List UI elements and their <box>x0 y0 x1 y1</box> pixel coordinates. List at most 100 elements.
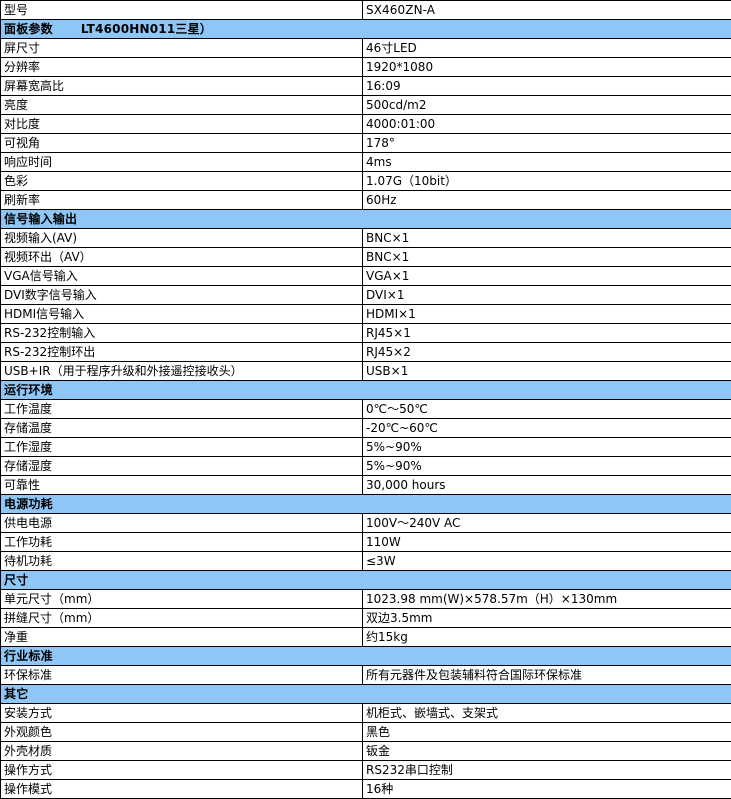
spec-value: 100V～240V AC <box>363 514 731 533</box>
table-row: 待机功耗≤3W <box>1 552 731 571</box>
spec-value: RS232串口控制 <box>363 761 731 780</box>
spec-value: 16种 <box>363 780 731 799</box>
section-header-title: 信号输入输出 <box>4 212 77 226</box>
spec-label: 单元尺寸（mm） <box>1 590 363 609</box>
spec-value: DVI×1 <box>363 286 731 305</box>
spec-label: 屏尺寸 <box>1 39 363 58</box>
spec-value: 4ms <box>363 153 731 172</box>
section-header: 行业标准 <box>1 647 731 666</box>
spec-label: 待机功耗 <box>1 552 363 571</box>
spec-value: 500cd/m2 <box>363 96 731 115</box>
spec-label: 可靠性 <box>1 476 363 495</box>
spec-label: 工作温度 <box>1 400 363 419</box>
spec-label: 工作功耗 <box>1 533 363 552</box>
spec-label: 刷新率 <box>1 191 363 210</box>
spec-label: 操作模式 <box>1 780 363 799</box>
table-row: USB+IR（用于程序升级和外接遥控接收头）USB×1 <box>1 362 731 381</box>
table-row: 外观颜色黑色 <box>1 723 731 742</box>
spec-value: 双边3.5mm <box>363 609 731 628</box>
section-header: 运行环境 <box>1 381 731 400</box>
spec-value: 1920*1080 <box>363 58 731 77</box>
spec-value: 机柜式、嵌墙式、支架式 <box>363 704 731 723</box>
spec-label: 拼缝尺寸（mm） <box>1 609 363 628</box>
spec-label: 响应时间 <box>1 153 363 172</box>
spec-value: BNC×1 <box>363 248 731 267</box>
spec-value: HDMI×1 <box>363 305 731 324</box>
spec-value: 所有元器件及包装辅料符合国际环保标准 <box>363 666 731 685</box>
spec-value: 钣金 <box>363 742 731 761</box>
spec-label: 可视角 <box>1 134 363 153</box>
spec-value: RJ45×1 <box>363 324 731 343</box>
spec-label: 外观颜色 <box>1 723 363 742</box>
spec-value: BNC×1 <box>363 229 731 248</box>
section-header-row: 其它 <box>1 685 731 704</box>
spec-value: 5%~90% <box>363 457 731 476</box>
spec-label: 净重 <box>1 628 363 647</box>
spec-value: 110W <box>363 533 731 552</box>
section-header-row: 电源功耗 <box>1 495 731 514</box>
spec-label: 亮度 <box>1 96 363 115</box>
spec-label: 操作方式 <box>1 761 363 780</box>
section-header-subtitle: LT4600HN011三星） <box>53 22 212 36</box>
model-value: SX460ZN-A <box>363 1 731 20</box>
section-header: 其它 <box>1 685 731 704</box>
table-row: 存储温度-20℃~60℃ <box>1 419 731 438</box>
spec-value: 5%~90% <box>363 438 731 457</box>
section-header-row: 运行环境 <box>1 381 731 400</box>
spec-label: 对比度 <box>1 115 363 134</box>
table-row: 外壳材质钣金 <box>1 742 731 761</box>
section-header-title: 行业标准 <box>4 649 53 663</box>
table-row: 拼缝尺寸（mm）双边3.5mm <box>1 609 731 628</box>
spec-value: 30,000 hours <box>363 476 731 495</box>
spec-value: VGA×1 <box>363 267 731 286</box>
spec-value: 178° <box>363 134 731 153</box>
spec-value: 16:09 <box>363 77 731 96</box>
table-row: 安装方式机柜式、嵌墙式、支架式 <box>1 704 731 723</box>
spec-label: 色彩 <box>1 172 363 191</box>
section-header-row: 信号输入输出 <box>1 210 731 229</box>
spec-value: 约15kg <box>363 628 731 647</box>
section-header-row: 尺寸 <box>1 571 731 590</box>
section-header-title: 面板参数 <box>4 22 53 36</box>
spec-label: VGA信号输入 <box>1 267 363 286</box>
spec-label: HDMI信号输入 <box>1 305 363 324</box>
section-header-title: 电源功耗 <box>4 497 53 511</box>
spec-value: 46寸LED <box>363 39 731 58</box>
spec-label: 安装方式 <box>1 704 363 723</box>
spec-label: 存储湿度 <box>1 457 363 476</box>
spec-value: 4000:01:00 <box>363 115 731 134</box>
spec-label: 分辨率 <box>1 58 363 77</box>
section-header-row: 行业标准 <box>1 647 731 666</box>
spec-label: 存储温度 <box>1 419 363 438</box>
spec-label: 屏幕宽高比 <box>1 77 363 96</box>
table-row: 视频输入(AV)BNC×1 <box>1 229 731 248</box>
table-row: 视频环出（AV）BNC×1 <box>1 248 731 267</box>
spec-label: DVI数字信号输入 <box>1 286 363 305</box>
spec-value: -20℃~60℃ <box>363 419 731 438</box>
spec-value: 1.07G（10bit） <box>363 172 731 191</box>
model-label: 型号 <box>1 1 363 20</box>
section-header: 尺寸 <box>1 571 731 590</box>
